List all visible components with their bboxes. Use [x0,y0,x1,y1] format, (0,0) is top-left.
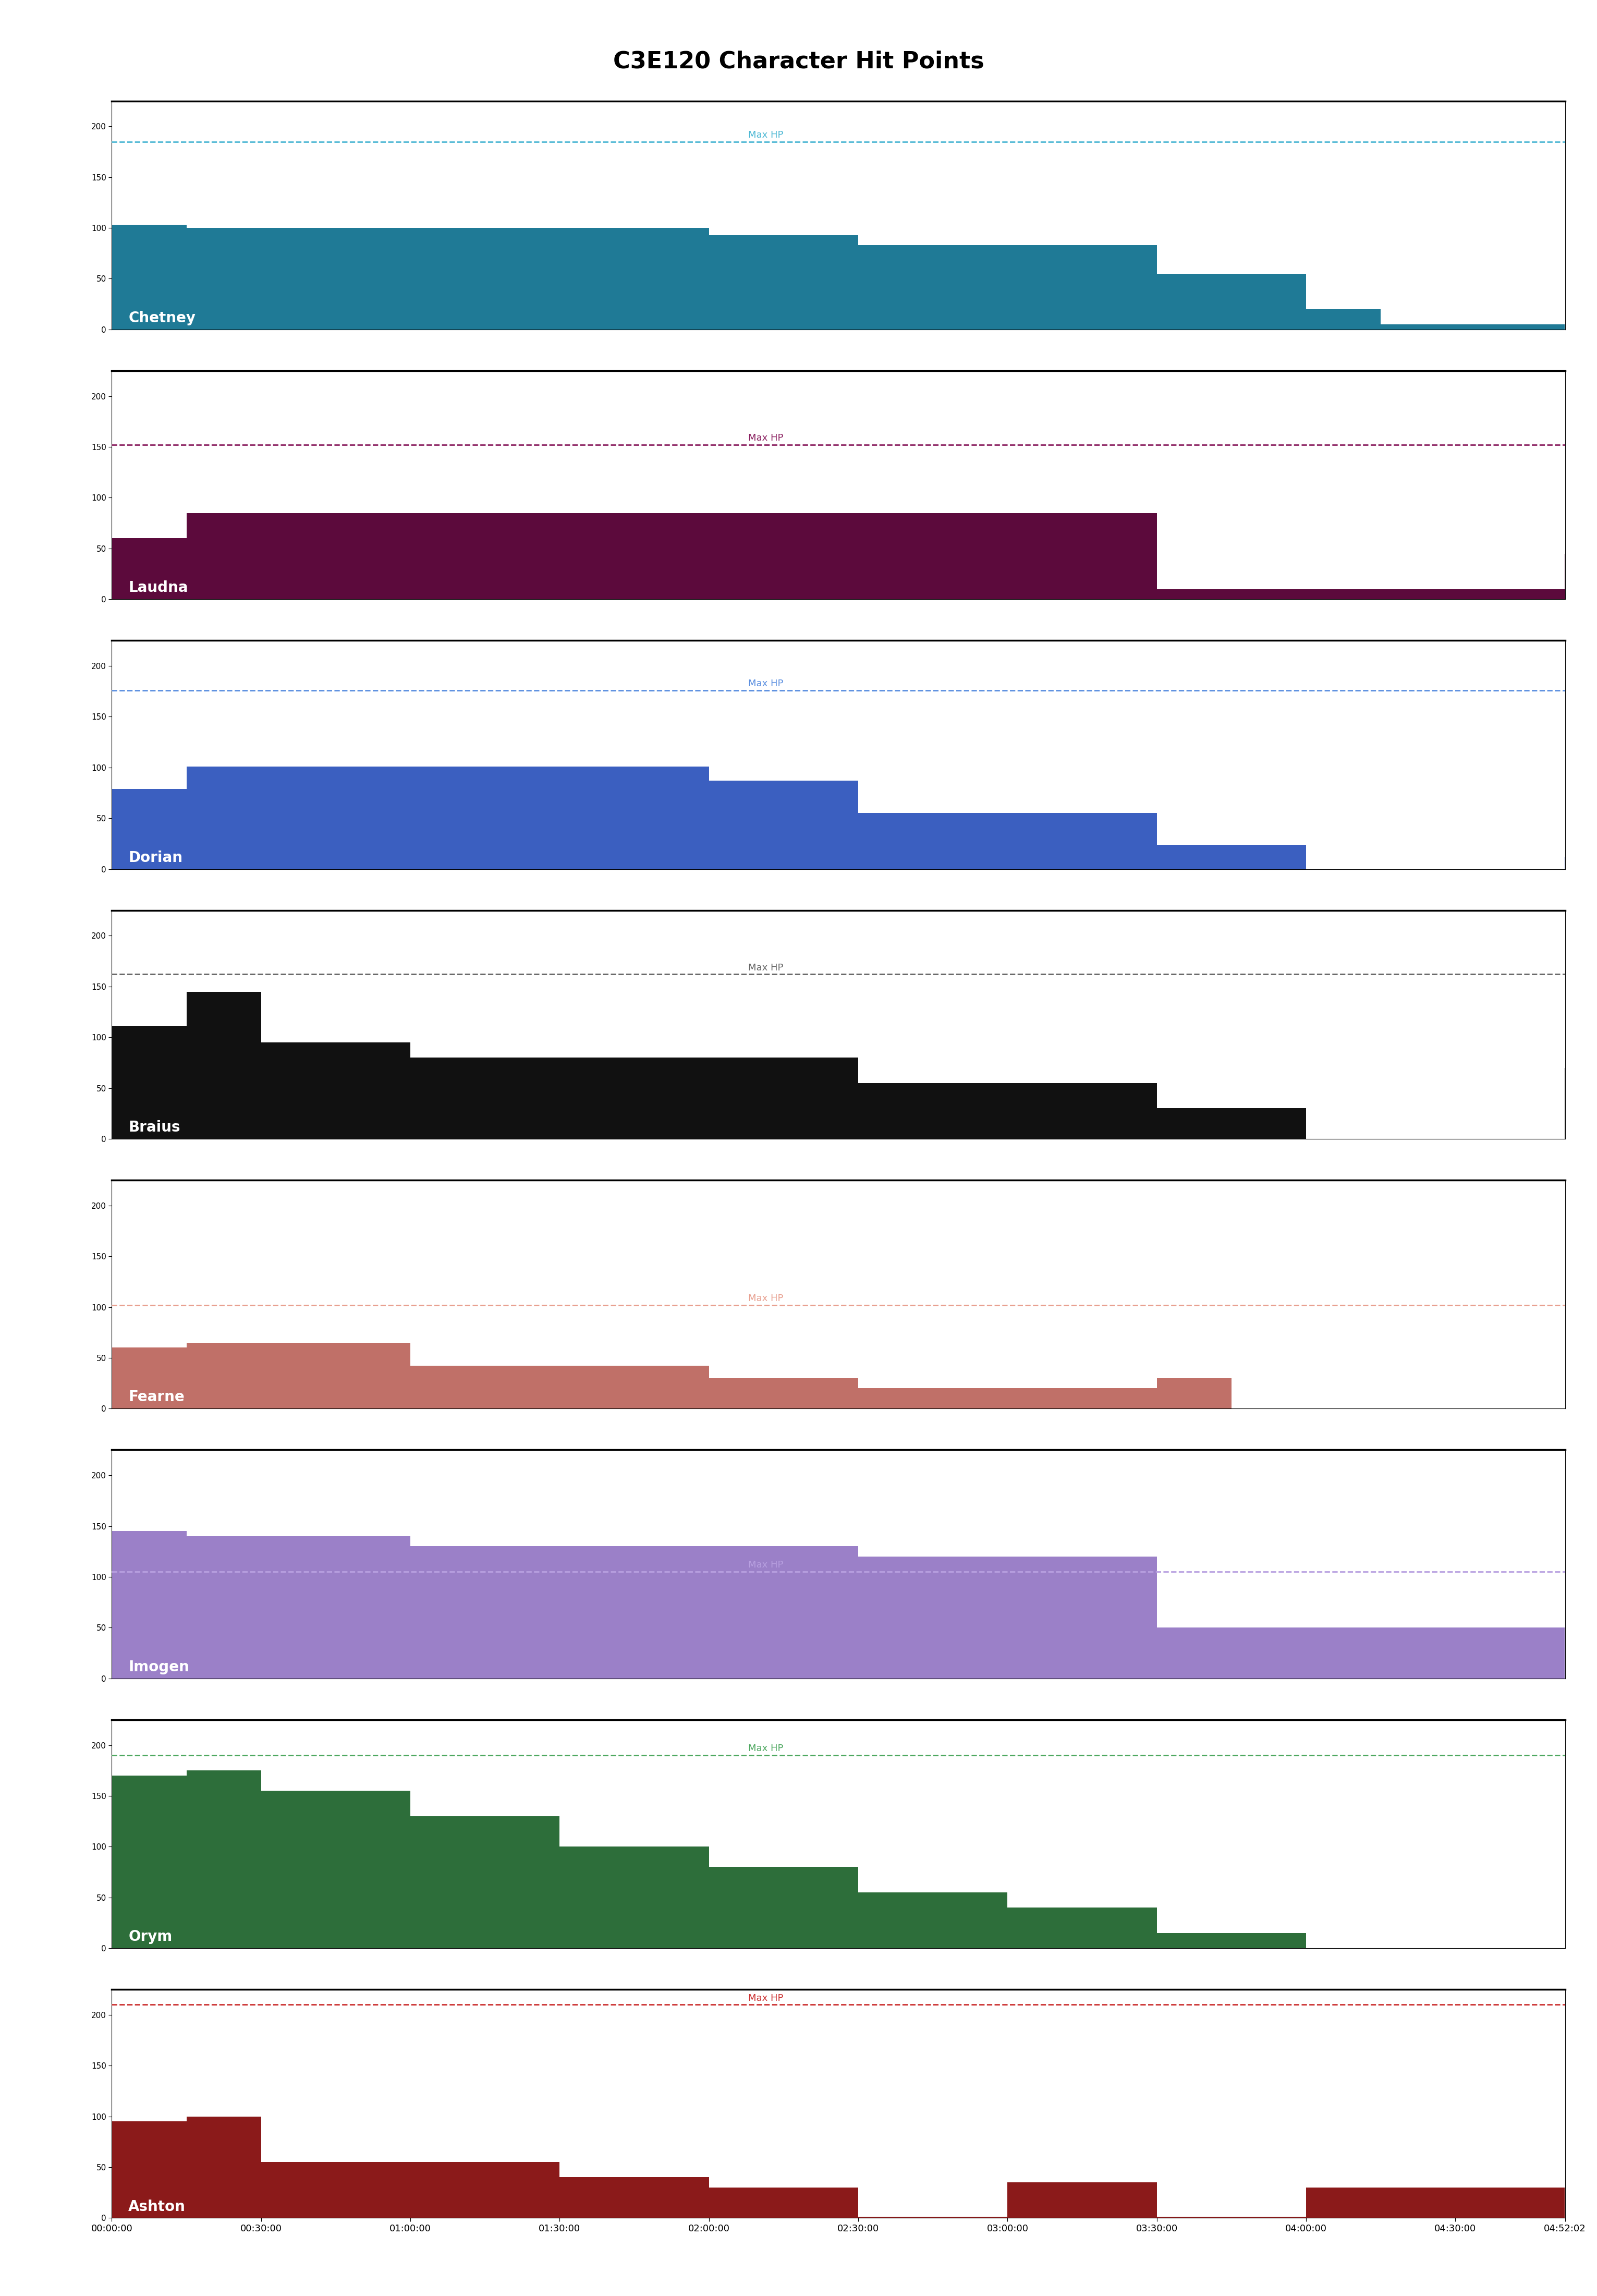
Bar [709,1378,858,1407]
Bar [112,1348,187,1407]
Bar [112,1775,187,1947]
Bar [187,767,260,868]
Bar [1306,1628,1565,1678]
Bar [187,1536,410,1678]
Bar [187,2117,260,2218]
Bar [1565,856,1597,868]
Bar [112,225,187,331]
Bar [1008,1084,1156,1139]
Text: Dorian: Dorian [128,850,182,866]
Bar [187,512,260,599]
Bar [559,2177,709,2218]
Bar [187,1770,260,1947]
Bar [1565,1068,1597,1139]
Bar [187,1343,410,1407]
Bar [1156,1378,1231,1407]
Bar [1306,310,1381,331]
Bar [709,2188,858,2218]
Bar [187,227,410,331]
Text: Max HP: Max HP [749,1561,783,1570]
Bar [410,1548,709,1678]
Bar [410,1816,559,1947]
Text: Max HP: Max HP [749,962,783,971]
Bar [1008,246,1156,331]
Bar [1156,845,1306,868]
Bar [709,1548,858,1678]
Bar [1008,2183,1156,2218]
Bar [112,790,187,868]
Bar [260,2163,559,2218]
Bar [1156,1628,1306,1678]
Bar [858,813,1008,868]
Text: Max HP: Max HP [749,1293,783,1304]
Bar [112,1026,187,1139]
Bar [709,234,858,331]
Text: Chetney: Chetney [128,310,196,326]
Text: C3E120 Character Hit Points: C3E120 Character Hit Points [613,51,984,73]
Bar [1306,2188,1565,2218]
Bar [858,1892,1008,1947]
Text: Laudna: Laudna [128,581,188,595]
Text: Max HP: Max HP [749,1993,783,2002]
Bar [410,1058,858,1139]
Text: Max HP: Max HP [749,131,783,140]
Bar [858,1557,1156,1678]
Bar [1381,324,1565,331]
Bar [1008,1908,1156,1947]
Bar [559,1846,709,1947]
Bar [260,1791,410,1947]
Bar [1156,590,1306,599]
Bar [260,512,1156,599]
Bar [1008,813,1156,868]
Bar [1565,553,1597,599]
Bar [112,1531,187,1678]
Text: Orym: Orym [128,1929,172,1945]
Text: Braius: Braius [128,1120,180,1134]
Bar [410,1366,709,1407]
Text: Max HP: Max HP [749,434,783,443]
Bar [709,1867,858,1947]
Bar [260,767,709,868]
Text: Max HP: Max HP [749,680,783,689]
Text: Ashton: Ashton [128,2200,185,2213]
Bar [1156,273,1306,331]
Bar [709,781,858,868]
Bar [260,1042,410,1139]
Bar [410,227,709,331]
Bar [858,1389,1156,1407]
Bar [1156,1109,1306,1139]
Bar [1306,590,1565,599]
Bar [187,992,260,1139]
Text: Imogen: Imogen [128,1660,190,1674]
Bar [112,2122,187,2218]
Bar [858,1084,1008,1139]
Bar [1156,1933,1306,1947]
Bar [112,537,187,599]
Text: Fearne: Fearne [128,1389,185,1405]
Text: Max HP: Max HP [749,1745,783,1754]
Bar [858,246,1008,331]
